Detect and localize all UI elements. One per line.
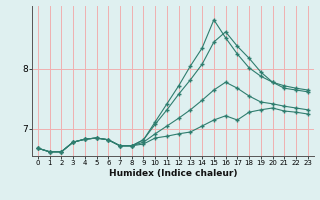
X-axis label: Humidex (Indice chaleur): Humidex (Indice chaleur) [108,169,237,178]
